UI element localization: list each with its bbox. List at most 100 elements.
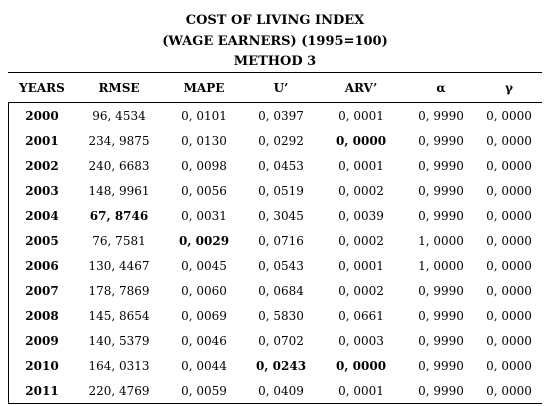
cell-rmse: 234, 9875	[88, 133, 150, 148]
cell-gamma: 0, 0000	[486, 308, 532, 323]
cell-alpha: 0, 9990	[418, 108, 464, 123]
cell-mape: 0, 0046	[181, 333, 227, 348]
cell-rmse: 164, 0313	[88, 358, 150, 373]
cell-rmse: 76, 7581	[92, 233, 146, 248]
cell-mape: 0, 0045	[181, 258, 227, 273]
table-title: COST OF LIVING INDEX	[185, 13, 365, 28]
cell-u: 0, 0684	[258, 283, 304, 298]
cell-arv: 0, 0661	[338, 308, 384, 323]
cell-year: 2008	[25, 308, 59, 323]
cell-alpha: 0, 9990	[418, 308, 464, 323]
cell-gamma: 0, 0000	[486, 358, 532, 373]
cell-year: 2000	[25, 108, 59, 123]
header-years: YEARS	[8, 73, 76, 103]
cell-mape: 0, 0044	[181, 358, 227, 373]
cell-mape: 0, 0031	[181, 208, 227, 223]
cell-gamma: 0, 0000	[486, 133, 532, 148]
cell-gamma: 0, 0000	[486, 383, 532, 398]
cell-arv: 0, 0002	[338, 283, 384, 298]
cell-mape: 0, 0101	[181, 108, 227, 123]
cell-arv: 0, 0001	[338, 383, 384, 398]
cell-alpha: 0, 9990	[418, 333, 464, 348]
cell-year: 2007	[25, 283, 59, 298]
cell-year: 2010	[25, 358, 59, 373]
cell-year: 2003	[25, 183, 59, 198]
cell-gamma: 0, 0000	[486, 158, 532, 173]
cell-rmse: 140, 5379	[88, 333, 150, 348]
cell-mape: 0, 0130	[181, 133, 227, 148]
cell-u: 0, 0702	[258, 333, 304, 348]
cell-u: 0, 0519	[258, 183, 304, 198]
header-alpha: α	[406, 73, 476, 103]
left-border	[8, 102, 9, 403]
cell-gamma: 0, 0000	[486, 258, 532, 273]
cell-u: 0, 0543	[258, 258, 304, 273]
cell-arv: 0, 0001	[338, 158, 384, 173]
table-body: 2000 96, 4534 0, 0101 0, 0397 0, 0001 0, 9990…	[8, 103, 542, 404]
cell-gamma: 0, 0000	[486, 183, 532, 198]
cell-arv: 0, 0039	[338, 208, 384, 223]
bottom-rule	[8, 403, 542, 404]
top-rule	[8, 72, 542, 73]
cell-arv: 0, 0000	[335, 133, 387, 148]
cell-year: 2009	[25, 333, 59, 348]
cell-u: 0, 0243	[255, 358, 307, 373]
header-row: YEARS RMSE MAPE U’ ARV’ α γ	[8, 73, 542, 103]
results-table: YEARS RMSE MAPE U’ ARV’ α γ 2000 96, 4534…	[8, 73, 542, 403]
cell-rmse: 148, 9961	[88, 183, 150, 198]
cell-rmse: 145, 8654	[88, 308, 150, 323]
cell-alpha: 0, 9990	[418, 183, 464, 198]
cell-rmse: 96, 4534	[92, 108, 146, 123]
header-gamma: γ	[476, 73, 542, 103]
cell-gamma: 0, 0000	[486, 283, 532, 298]
cell-gamma: 0, 0000	[486, 208, 532, 223]
cell-gamma: 0, 0000	[486, 233, 532, 248]
cell-alpha: 0, 9990	[418, 383, 464, 398]
cell-arv: 0, 0000	[335, 358, 387, 373]
cell-year: 2002	[25, 158, 59, 173]
table-row: 2008 145, 8654 0, 0069 0, 5830 0, 0661 0, 999…	[8, 303, 542, 328]
table-subtitle: (WAGE EARNERS) (1995=100)	[162, 34, 388, 49]
header-u: U’	[246, 73, 316, 103]
cell-alpha: 0, 9990	[418, 283, 464, 298]
cell-year: 2001	[25, 133, 59, 148]
cell-arv: 0, 0002	[338, 233, 384, 248]
cell-u: 0, 0409	[258, 383, 304, 398]
table-row: 2001 234, 9875 0, 0130 0, 0292 0, 0000 0, 999…	[8, 128, 542, 153]
header-arv: ARV’	[316, 73, 406, 103]
table-row: 2009 140, 5379 0, 0046 0, 0702 0, 0003 0, 999…	[8, 328, 542, 353]
cell-alpha: 0, 9990	[418, 208, 464, 223]
cell-rmse: 130, 4467	[88, 258, 150, 273]
cell-mape: 0, 0029	[178, 233, 230, 248]
cell-alpha: 1, 0000	[418, 258, 464, 273]
table-row: 2002 240, 6683 0, 0098 0, 0453 0, 0001 0, 999…	[8, 153, 542, 178]
cell-u: 0, 3045	[258, 208, 304, 223]
cell-mape: 0, 0056	[181, 183, 227, 198]
cell-alpha: 0, 9990	[418, 158, 464, 173]
cell-mape: 0, 0060	[181, 283, 227, 298]
cell-arv: 0, 0002	[338, 183, 384, 198]
cell-mape: 0, 0059	[181, 383, 227, 398]
table-row: 2000 96, 4534 0, 0101 0, 0397 0, 0001 0, 9990…	[8, 103, 542, 129]
cell-u: 0, 0292	[258, 133, 304, 148]
cell-rmse: 67, 8746	[89, 208, 149, 223]
table-row: 2004 67, 8746 0, 0031 0, 3045 0, 0039 0, 9990…	[8, 203, 542, 228]
cell-arv: 0, 0001	[338, 258, 384, 273]
cell-arv: 0, 0003	[338, 333, 384, 348]
cell-year: 2005	[25, 233, 59, 248]
cell-mape: 0, 0098	[181, 158, 227, 173]
method-label: METHOD 3	[233, 54, 317, 69]
table-row: 2011 220, 4769 0, 0059 0, 0409 0, 0001 0, 999…	[8, 378, 542, 403]
table-row: 2005 76, 7581 0, 0029 0, 0716 0, 0002 1, 0000…	[8, 228, 542, 253]
cell-arv: 0, 0001	[338, 108, 384, 123]
table-row: 2007 178, 7869 0, 0060 0, 0684 0, 0002 0, 999…	[8, 278, 542, 303]
header-mape: MAPE	[162, 73, 246, 103]
table-row: 2010 164, 0313 0, 0044 0, 0243 0, 0000 0, 999…	[8, 353, 542, 378]
cell-u: 0, 0397	[258, 108, 304, 123]
cell-alpha: 1, 0000	[418, 233, 464, 248]
cell-u: 0, 5830	[258, 308, 304, 323]
cell-alpha: 0, 9990	[418, 358, 464, 373]
cell-rmse: 240, 6683	[88, 158, 150, 173]
cell-year: 2004	[25, 208, 59, 223]
